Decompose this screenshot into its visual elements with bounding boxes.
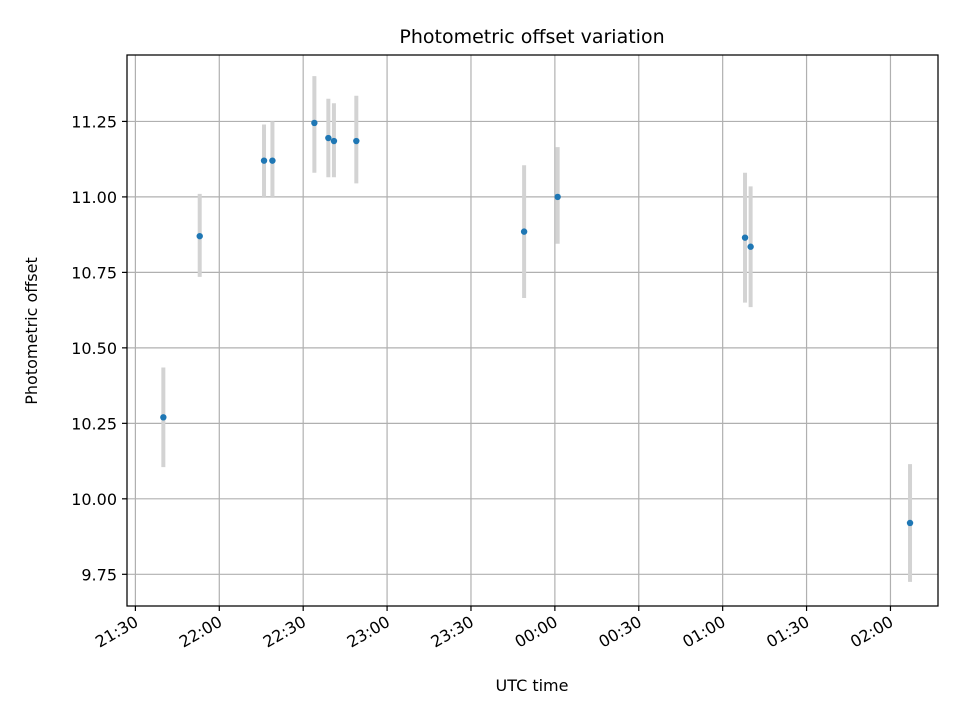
y-axis-title: Photometric offset [22, 257, 41, 405]
chart-title: Photometric offset variation [399, 26, 664, 48]
data-point [311, 119, 318, 127]
data-point [269, 157, 276, 164]
y-tick-label: 10.75 [71, 263, 117, 282]
plot-frame [126, 54, 939, 607]
data-point [325, 134, 332, 142]
y-tick-label: 10.25 [71, 414, 117, 433]
y-tick-label: 11.00 [71, 188, 117, 207]
data-point [260, 157, 268, 164]
data-points [160, 119, 914, 527]
y-tick-label: 10.50 [71, 339, 117, 358]
data-point [196, 232, 203, 240]
data-point [741, 234, 749, 241]
data-point [353, 137, 360, 145]
data-point [906, 519, 914, 527]
data-point [747, 243, 754, 250]
y-tick-label: 10.00 [71, 490, 117, 509]
x-axis-title: UTC time [496, 676, 569, 695]
grid [127, 55, 938, 606]
y-axis: 9.75 10.00 10.25 10.50 10.75 11.00 11.25 [71, 112, 127, 584]
y-tick-label: 9.75 [81, 565, 117, 584]
data-point [554, 193, 561, 201]
data-point [160, 414, 167, 421]
data-point [520, 228, 528, 235]
y-tick-label: 11.25 [71, 112, 117, 131]
data-point [330, 137, 338, 145]
